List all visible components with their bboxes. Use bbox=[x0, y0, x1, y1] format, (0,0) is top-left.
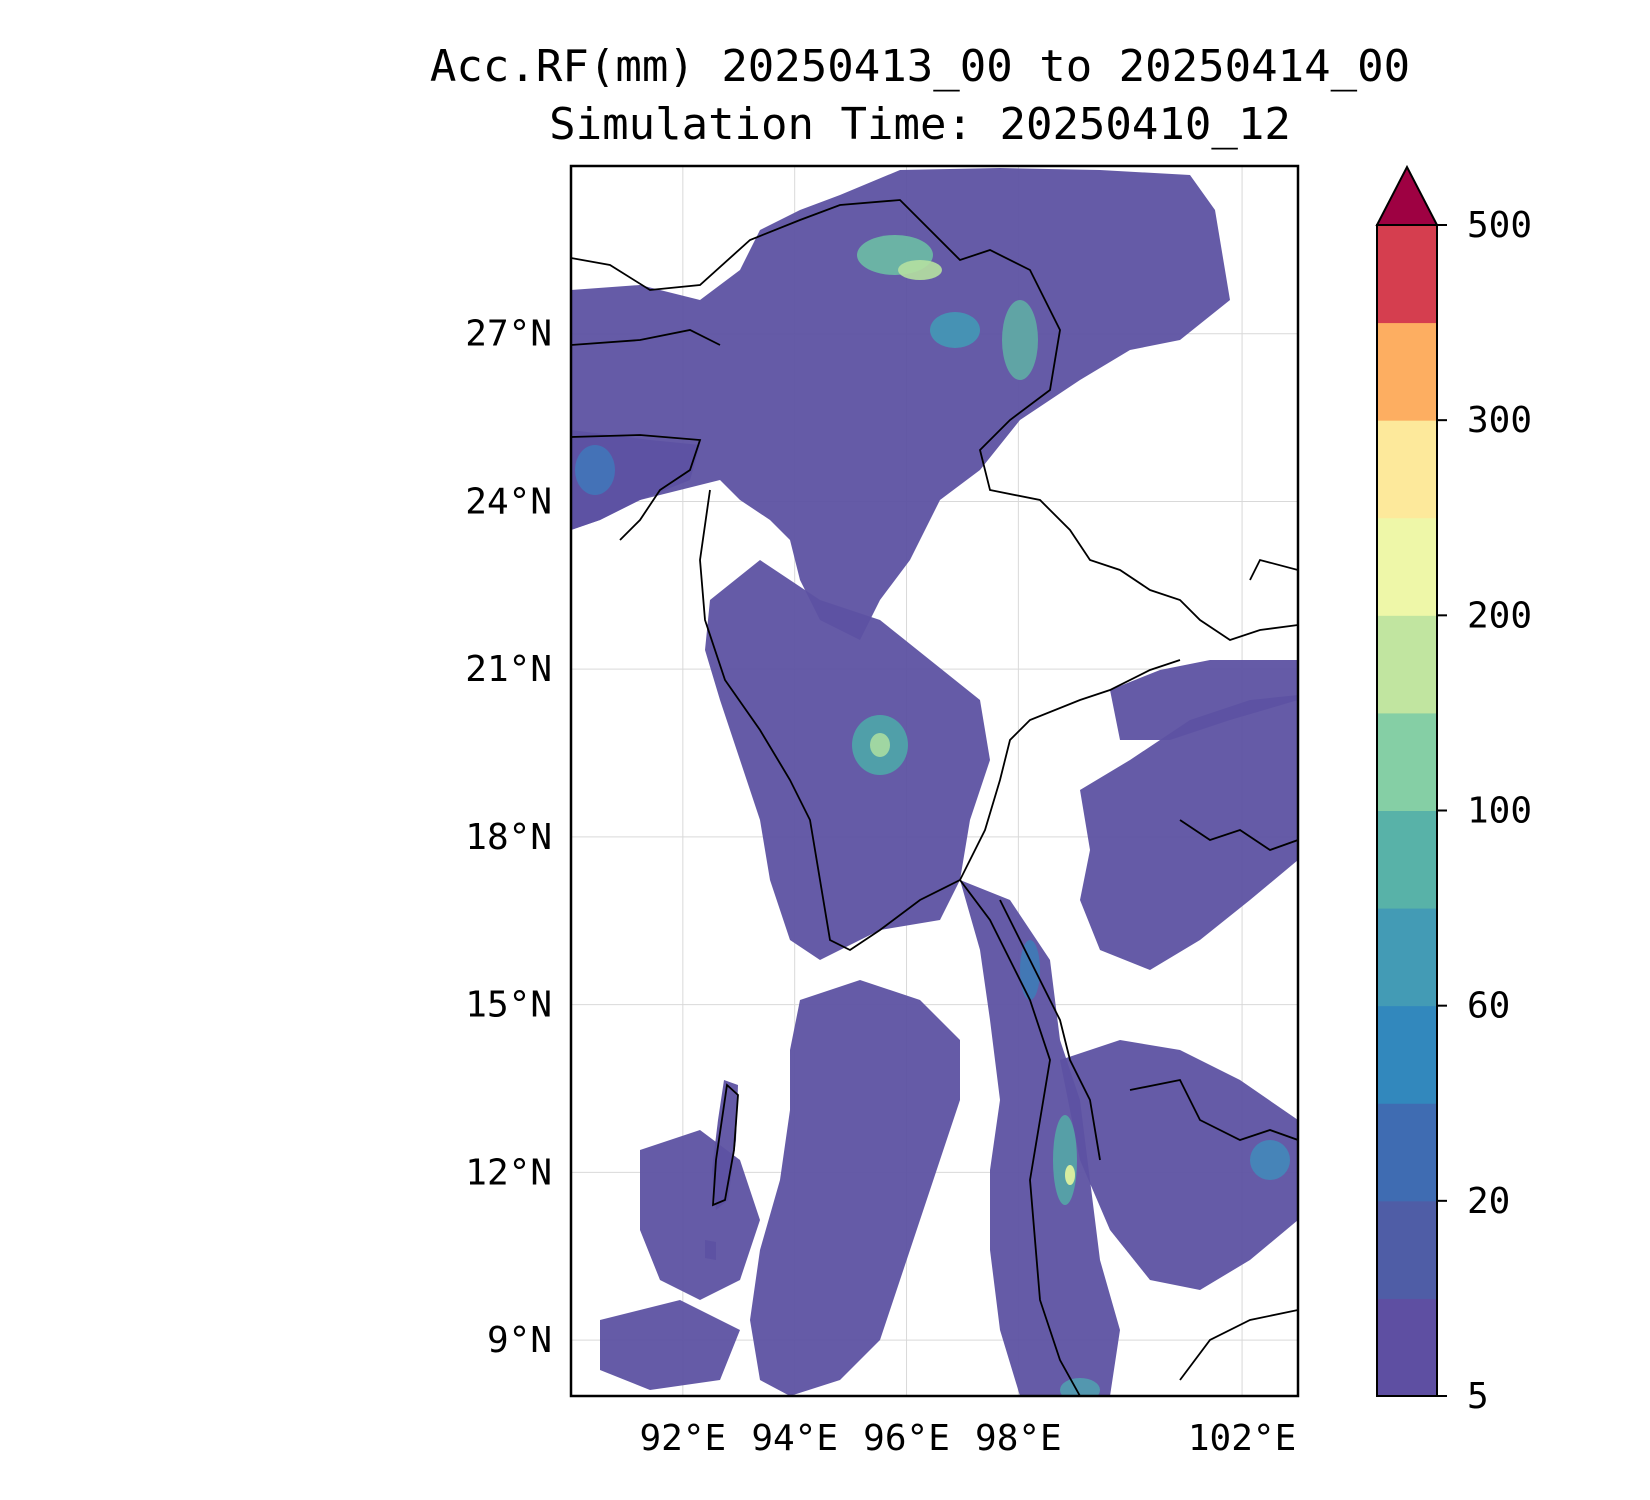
lon-tick-label: 98°E bbox=[975, 1418, 1062, 1459]
lat-tick-label: 18°N bbox=[465, 817, 552, 858]
colorbar-segment bbox=[1377, 1005, 1437, 1104]
colorbar-segment bbox=[1377, 322, 1437, 421]
rainfall-high-patches bbox=[575, 235, 1290, 1396]
colorbar-segment bbox=[1377, 517, 1437, 616]
map-frame bbox=[569, 164, 1300, 1398]
colorbar-extend-arrow bbox=[1375, 164, 1439, 226]
lat-tick-label: 21°N bbox=[465, 649, 552, 690]
map-title-line1: Acc.RF(mm) 20250413_00 to 20250414_00 bbox=[429, 41, 1411, 92]
colorbar-segment bbox=[1377, 420, 1437, 519]
lat-tick-label: 12°N bbox=[465, 1152, 552, 1193]
colorbar-segment bbox=[1377, 712, 1437, 811]
colorbar-segment bbox=[1377, 225, 1437, 324]
lon-tick-label: 96°E bbox=[863, 1418, 950, 1459]
colorbar-segment bbox=[1377, 810, 1437, 909]
colorbar-label: 100 bbox=[1467, 791, 1532, 832]
colorbar-label: 20 bbox=[1467, 1181, 1510, 1222]
lat-tick-label: 24°N bbox=[465, 481, 552, 522]
lon-tick-label: 94°E bbox=[751, 1418, 838, 1459]
colorbar-label: 300 bbox=[1467, 400, 1532, 441]
colorbar-segment bbox=[1377, 1200, 1437, 1299]
colorbar-segment bbox=[1377, 908, 1437, 1007]
colorbar-segment bbox=[1377, 615, 1437, 714]
colorbar-label: 500 bbox=[1467, 205, 1532, 246]
colorbar-label: 5 bbox=[1467, 1376, 1489, 1417]
lat-tick-label: 15°N bbox=[465, 985, 552, 1026]
lat-tick-label: 27°N bbox=[465, 314, 552, 355]
latitude-labels: 27°N 24°N 21°N 18°N 15°N 12°N 9°N bbox=[465, 314, 552, 1361]
map-title-line2: Simulation Time: 20250410_12 bbox=[549, 99, 1291, 150]
lon-tick-label: 102°E bbox=[1188, 1418, 1296, 1459]
longitude-labels: 92°E 94°E 96°E 98°E 102°E bbox=[639, 1418, 1296, 1459]
colorbar-segment bbox=[1377, 1298, 1437, 1397]
colorbar-label: 60 bbox=[1467, 986, 1510, 1027]
colorbar: 5 20 60 100 200 300 500 bbox=[1375, 164, 1532, 1417]
lon-tick-label: 92°E bbox=[639, 1418, 726, 1459]
colorbar-segment bbox=[1377, 1103, 1437, 1202]
colorbar-label: 200 bbox=[1467, 595, 1532, 636]
lat-tick-label: 9°N bbox=[487, 1320, 552, 1361]
boundaries bbox=[571, 199, 1298, 1396]
map-area bbox=[571, 166, 1298, 1396]
